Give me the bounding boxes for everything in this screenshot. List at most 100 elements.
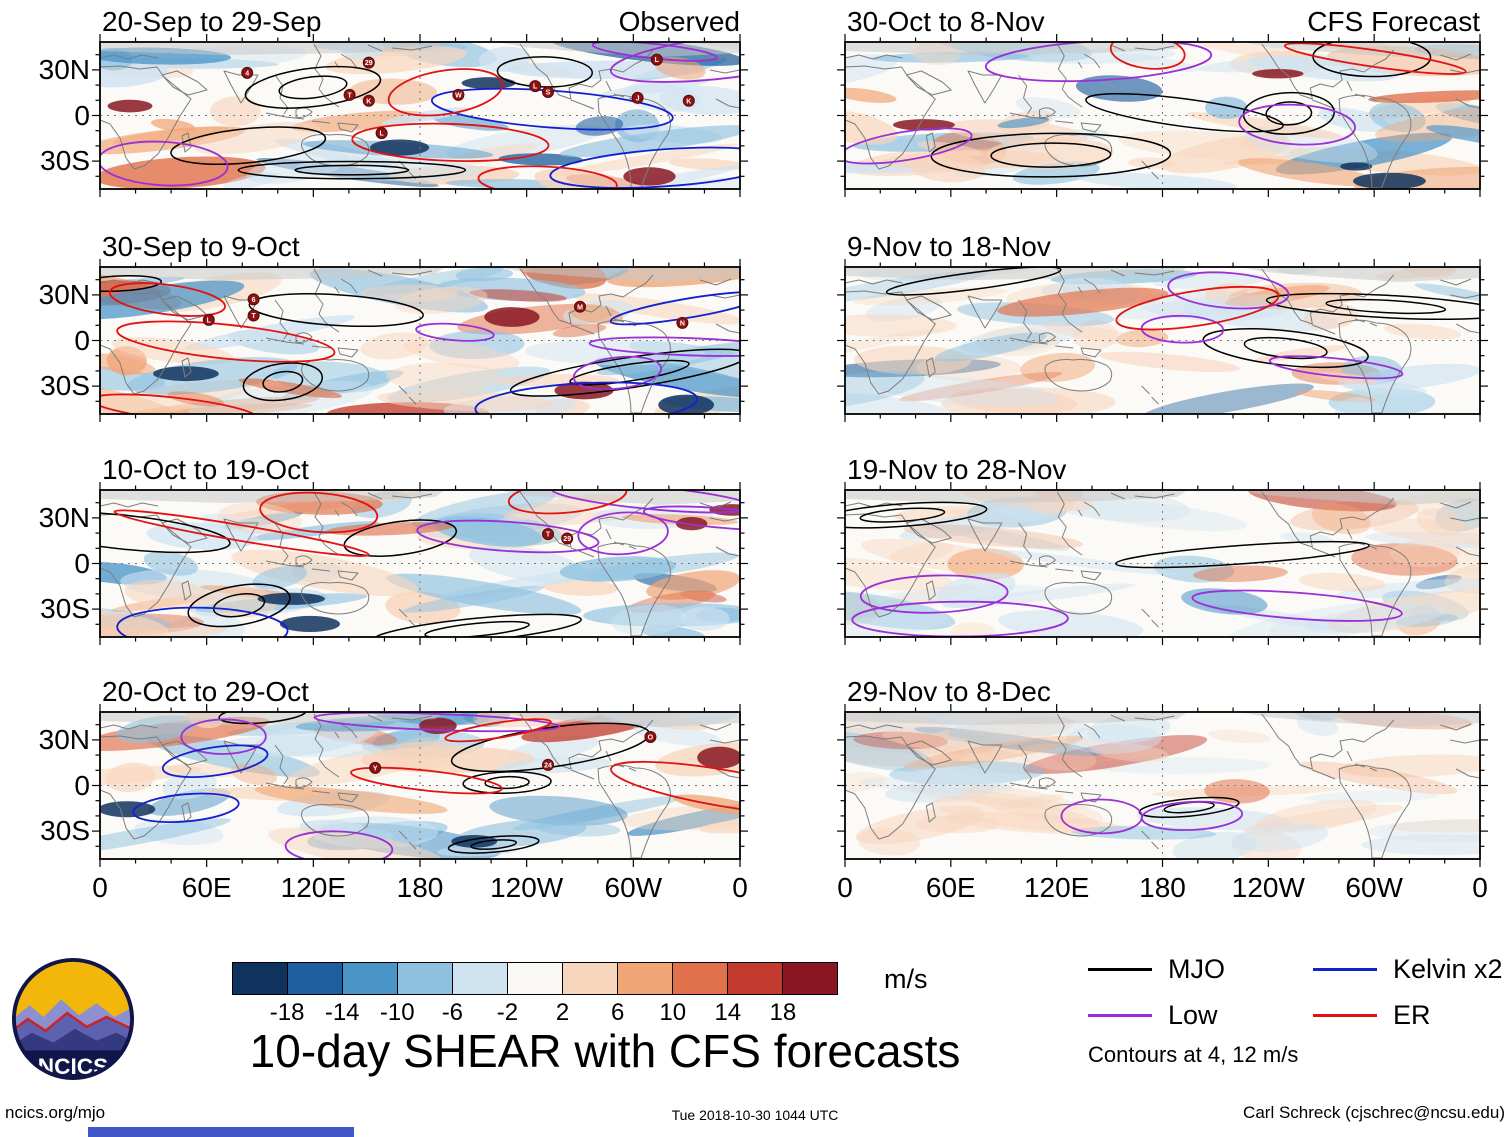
map-panel: L T 6 M N (92, 259, 748, 422)
logo-text: NCICS (38, 1054, 108, 1079)
legend-label-er: ER (1393, 999, 1431, 1030)
y-tick-label: 0 (74, 769, 90, 801)
ncics-logo: NCICS (11, 957, 135, 1081)
legend-item-er: ER (1313, 998, 1510, 1032)
footer-url: ncics.org/mjo (5, 1103, 106, 1122)
y-tick-label: 30N (38, 723, 90, 755)
svg-text:T: T (546, 532, 551, 539)
x-axis-labels-right: 0 60E 120E 180 120W 60W 0 (837, 872, 1488, 908)
colorbar (232, 962, 838, 995)
svg-text:4: 4 (245, 70, 249, 77)
colorbar-cell (618, 963, 673, 994)
panel-title: 19-Nov to 28-Nov (847, 454, 1067, 485)
y-tick-label: 30S (40, 593, 90, 625)
legend-item-kelvin: Kelvin x2 (1313, 952, 1510, 986)
colorbar-tick-label: -14 (324, 999, 360, 1026)
colorbar-labels: -18 -14 -10 -6 -2 2 6 10 14 18 (232, 999, 838, 1027)
panel-title: 30-Sep to 9-Oct (102, 231, 300, 262)
legend-item-low: Low (1088, 998, 1313, 1032)
x-tick-label: 180 (1139, 872, 1186, 903)
map-panel (837, 704, 1488, 867)
panel-title: 29-Nov to 8-Dec (847, 676, 1051, 707)
x-tick-label: 0 (92, 872, 108, 903)
cfs-forecast-label: CFS Forecast (1307, 6, 1480, 37)
x-tick-label: 120W (1231, 872, 1305, 903)
y-tick-label: 30S (40, 145, 90, 177)
colorbar-units: m/s (884, 964, 928, 994)
bottom-blue-strip (88, 1127, 354, 1137)
colorbar-tick-label: 10 (659, 999, 687, 1026)
colorbar-cell (508, 963, 563, 994)
x-tick-label: 60E (925, 872, 976, 903)
footer-author: Carl Schreck (cjschrec@ncsu.edu) (1243, 1103, 1505, 1122)
svg-text:29: 29 (563, 536, 571, 543)
x-tick-label: 0 (837, 872, 853, 903)
observed-label: Observed (618, 6, 740, 37)
x-tick-label: 0 (732, 872, 748, 903)
legend-grid: MJO Kelvin x2 Low ER (1088, 952, 1508, 1032)
svg-text:T: T (347, 93, 352, 100)
shear-map: L T 6 M N (92, 259, 748, 422)
colorbar-tick-label: 18 (769, 999, 797, 1026)
legend: MJO Kelvin x2 Low ER Contours at 4, 12 m… (1088, 952, 1508, 1068)
colorbar-cell (453, 963, 508, 994)
panel-title: 20-Oct to 29-Oct (102, 676, 309, 707)
svg-text:K: K (366, 98, 371, 105)
shear-map: Y 24 O (92, 704, 748, 867)
shear-map: T 29 (92, 482, 748, 645)
shear-map (837, 259, 1488, 422)
x-tick-label: 120W (490, 872, 564, 903)
legend-label-low: Low (1168, 999, 1218, 1030)
svg-text:L: L (207, 318, 212, 325)
shear-map (837, 482, 1488, 645)
svg-text:Y: Y (373, 765, 378, 772)
legend-item-mjo: MJO (1088, 952, 1313, 986)
mjo-line-swatch (1088, 967, 1152, 971)
colorbar-tick-label: 6 (610, 999, 625, 1026)
y-tick-label: 0 (74, 99, 90, 131)
colorbar-tick-label: 2 (555, 999, 570, 1026)
panel-title: 10-Oct to 19-Oct (102, 454, 309, 485)
colorbar-cell (563, 963, 618, 994)
colorbar-tick-label: -2 (496, 999, 519, 1026)
map-panel: Y 24 O (92, 704, 748, 867)
colorbar-tick-label: 14 (714, 999, 742, 1026)
y-tick-label: 0 (74, 324, 90, 356)
x-axis-labels-left: 0 60E 120E 180 120W 60W 0 (92, 872, 748, 908)
shear-map: 4 29 T K W S L J K L L (92, 34, 748, 197)
colorbar-cell (233, 963, 288, 994)
x-tick-label: 120E (1023, 872, 1090, 903)
kelvin-line-swatch (1313, 967, 1377, 971)
svg-text:29: 29 (365, 60, 373, 67)
x-tick-label: 60W (604, 872, 663, 903)
colorbar-cell (398, 963, 453, 994)
colorbar-cell (673, 963, 728, 994)
panel-title: 9-Nov to 18-Nov (847, 231, 1051, 262)
map-panel: 4 29 T K W S L J K L L (92, 34, 748, 197)
footer-timestamp: Tue 2018-10-30 1044 UTC (671, 1107, 839, 1123)
svg-text:K: K (686, 98, 691, 105)
colorbar-cell (343, 963, 398, 994)
y-tick-label: 30S (40, 815, 90, 847)
panel-title: 30-Oct to 8-Nov (847, 6, 1045, 37)
map-panel (837, 482, 1488, 645)
colorbar-tick-label: -18 (269, 999, 305, 1026)
legend-label-mjo: MJO (1168, 953, 1225, 984)
svg-text:O: O (648, 735, 654, 742)
map-panel (837, 259, 1488, 422)
contours-note: Contours at 4, 12 m/s (1088, 1042, 1299, 1067)
map-panel (837, 34, 1488, 197)
svg-text:M: M (577, 304, 583, 311)
svg-text:L: L (379, 131, 384, 138)
colorbar-tick-label: -6 (441, 999, 464, 1026)
y-axis-labels: 30N 0 30S (6, 267, 90, 414)
x-tick-label: 120E (280, 872, 347, 903)
svg-text:N: N (680, 320, 685, 327)
svg-text:T: T (251, 313, 256, 320)
colorbar-cell (783, 963, 837, 994)
y-axis-labels: 30N 0 30S (6, 490, 90, 637)
low-line-swatch (1088, 1013, 1152, 1017)
er-line-swatch (1313, 1013, 1377, 1017)
x-tick-label: 60W (1345, 872, 1403, 903)
svg-text:L: L (533, 84, 538, 91)
